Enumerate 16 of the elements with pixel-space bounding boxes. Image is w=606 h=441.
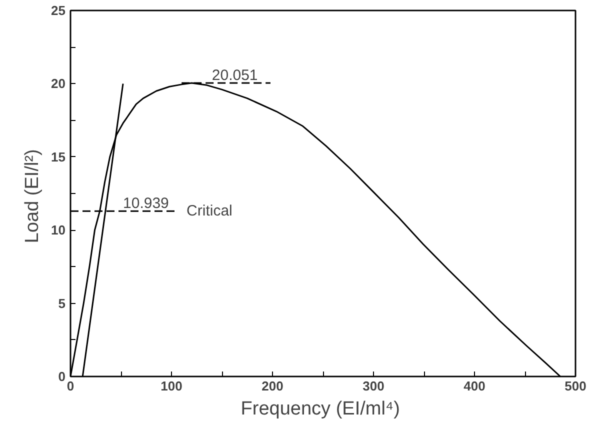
y-tick-label: 5 bbox=[58, 296, 66, 311]
x-tick-label: 100 bbox=[160, 378, 182, 394]
y-tick-label: 0 bbox=[58, 369, 66, 384]
y-axis-title: Load (EI/l²) bbox=[22, 149, 44, 244]
y-tick-label: 10 bbox=[51, 222, 66, 238]
annotation: 10.939 bbox=[123, 195, 169, 212]
x-axis-title: Frequency (EI/ml⁴) bbox=[240, 398, 400, 420]
y-tick-label: 25 bbox=[51, 3, 66, 18]
y-tick-label: 15 bbox=[51, 149, 66, 164]
x-tick-label: 200 bbox=[262, 378, 284, 394]
y-tick-label: 20 bbox=[51, 76, 66, 92]
x-tick-label: 500 bbox=[564, 378, 586, 394]
annotation: Critical bbox=[186, 202, 232, 220]
x-tick-label: 400 bbox=[464, 378, 486, 394]
x-tick-label: 300 bbox=[362, 378, 384, 394]
annotation: 20.051 bbox=[212, 66, 258, 84]
